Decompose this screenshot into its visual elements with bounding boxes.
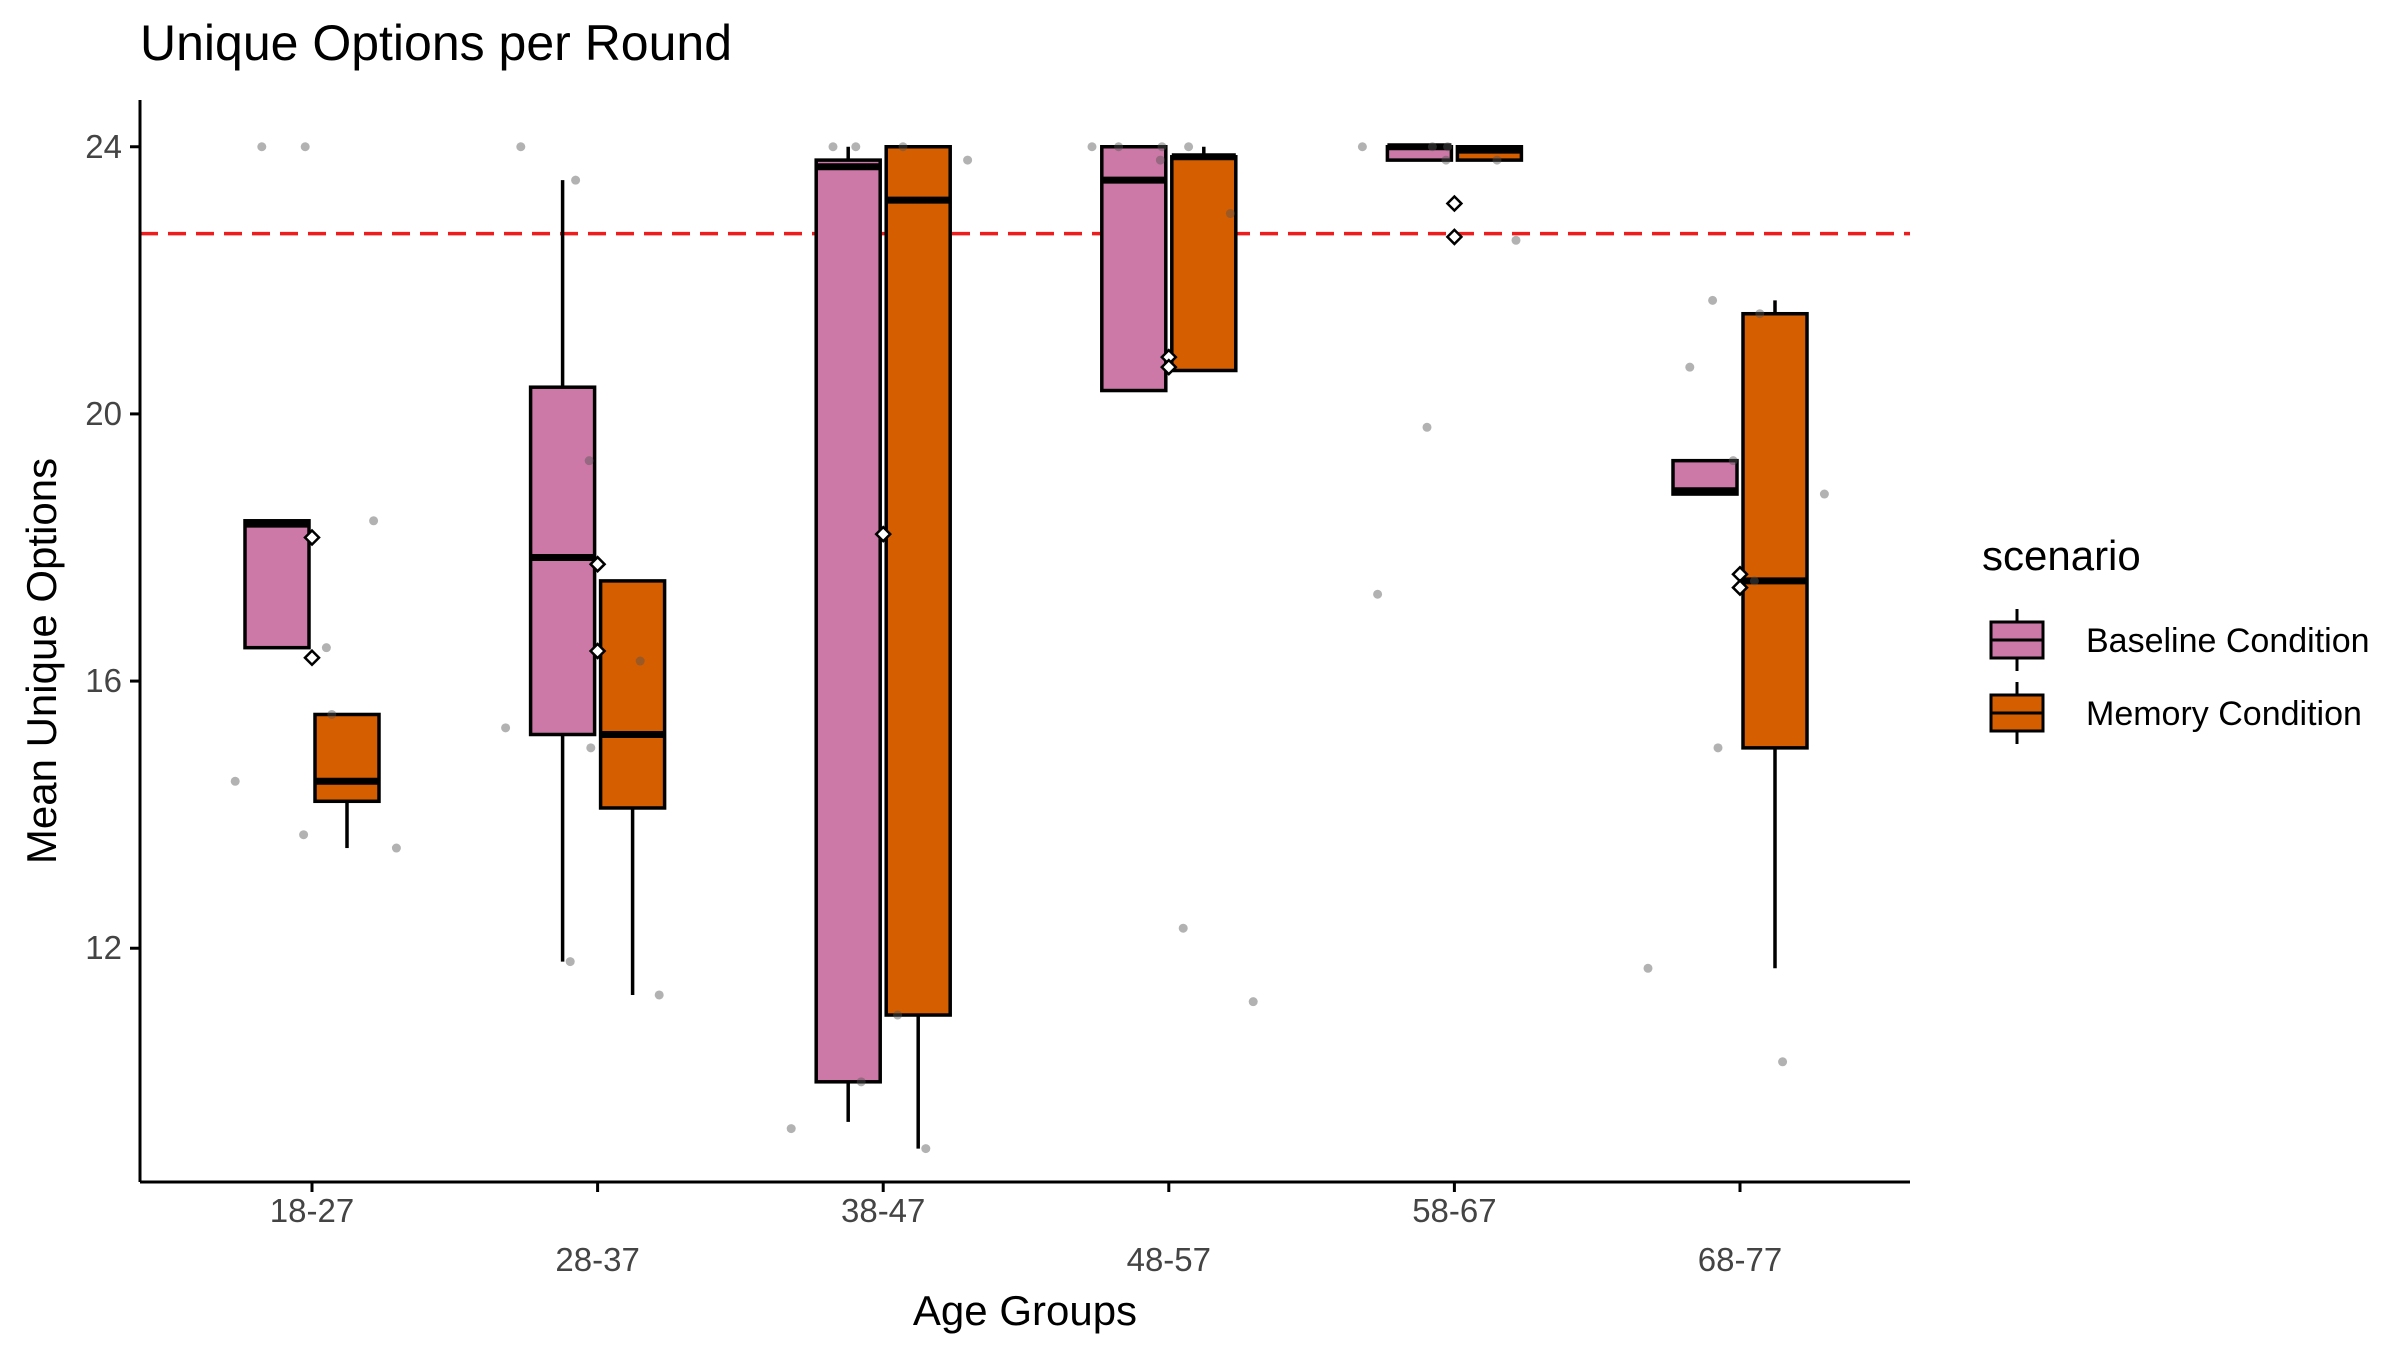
data-point — [565, 957, 575, 967]
x-tick-label: 38-47 — [841, 1192, 925, 1229]
data-point — [1155, 155, 1165, 165]
data-point — [1713, 743, 1723, 753]
data-point — [1778, 1057, 1788, 1067]
data-point — [1114, 142, 1124, 152]
data-point — [1755, 309, 1765, 319]
y-tick-label: 24 — [85, 128, 122, 165]
x-tick-label: 58-67 — [1412, 1192, 1496, 1229]
data-point — [391, 843, 401, 853]
data-point — [635, 656, 645, 666]
plot-area — [140, 142, 1910, 1154]
data-point — [1373, 589, 1383, 599]
data-point — [1728, 456, 1738, 466]
mean-marker — [1445, 194, 1464, 213]
box — [598, 579, 667, 810]
data-point — [300, 142, 310, 152]
data-point — [898, 142, 908, 152]
data-point — [1443, 142, 1453, 152]
data-point — [1441, 155, 1451, 165]
data-point — [963, 155, 973, 165]
mean-marker — [1731, 578, 1749, 597]
legend: scenario Baseline Condition Memory Condit… — [1982, 532, 2370, 744]
data-point — [299, 830, 309, 840]
data-point — [321, 643, 331, 653]
data-point — [1708, 295, 1718, 305]
box — [1741, 311, 1809, 750]
legend-item-label: Memory Condition — [2086, 695, 2362, 733]
data-point — [851, 142, 861, 152]
mean-marker — [303, 648, 321, 667]
data-point — [1427, 142, 1437, 152]
y-axis-label: Mean Unique Options — [18, 458, 65, 864]
x-tick-label: 18-27 — [270, 1192, 354, 1229]
data-point — [1225, 209, 1235, 219]
chart-title: Unique Options per Round — [140, 15, 732, 71]
x-axis-label: Age Groups — [913, 1287, 1137, 1334]
data-point — [921, 1144, 931, 1154]
data-point — [1248, 997, 1258, 1007]
data-point — [327, 709, 337, 719]
data-point — [257, 142, 267, 152]
data-point — [786, 1124, 796, 1134]
x-tick-label: 48-57 — [1127, 1241, 1211, 1278]
box — [1100, 145, 1168, 393]
data-point — [856, 1077, 866, 1087]
data-point — [828, 142, 838, 152]
data-point — [654, 990, 664, 1000]
data-point — [516, 142, 526, 152]
data-point — [1178, 923, 1188, 933]
data-point — [571, 175, 581, 185]
box — [1170, 155, 1238, 373]
data-point — [369, 516, 379, 526]
legend-title: scenario — [1982, 532, 2141, 579]
data-point — [1157, 142, 1167, 152]
data-point — [230, 776, 240, 786]
data-point — [1422, 422, 1432, 432]
axes: 12 16 20 24 18-27 28-37 38-47 48-57 58-67 68-77 — [85, 100, 1910, 1278]
x-tick-label: 28-37 — [555, 1241, 639, 1278]
mean-marker — [874, 525, 892, 543]
data-point — [1749, 576, 1759, 586]
box — [814, 158, 882, 1084]
mean-marker — [588, 555, 607, 573]
data-point — [893, 1010, 903, 1020]
x-tick-label: 68-77 — [1698, 1241, 1782, 1278]
legend-item-label: Baseline Condition — [2086, 622, 2370, 660]
data-point — [501, 723, 511, 733]
mean-marker — [1445, 228, 1464, 246]
y-tick-label: 12 — [85, 929, 122, 966]
data-point — [1511, 235, 1521, 245]
box — [243, 519, 311, 650]
data-point — [1184, 142, 1194, 152]
data-point — [1357, 142, 1367, 152]
data-point — [1492, 155, 1502, 165]
data-point — [584, 456, 594, 466]
data-point — [1819, 489, 1829, 499]
data-point — [586, 743, 596, 753]
mean-marker — [303, 528, 321, 547]
y-tick-label: 20 — [85, 395, 122, 432]
mean-marker — [1160, 358, 1178, 376]
y-tick-label: 16 — [85, 662, 122, 699]
data-point — [1685, 362, 1695, 372]
mean-marker — [588, 642, 607, 660]
box — [313, 712, 381, 804]
data-point — [1643, 963, 1653, 973]
box — [884, 145, 952, 1017]
data-point — [1087, 142, 1097, 152]
